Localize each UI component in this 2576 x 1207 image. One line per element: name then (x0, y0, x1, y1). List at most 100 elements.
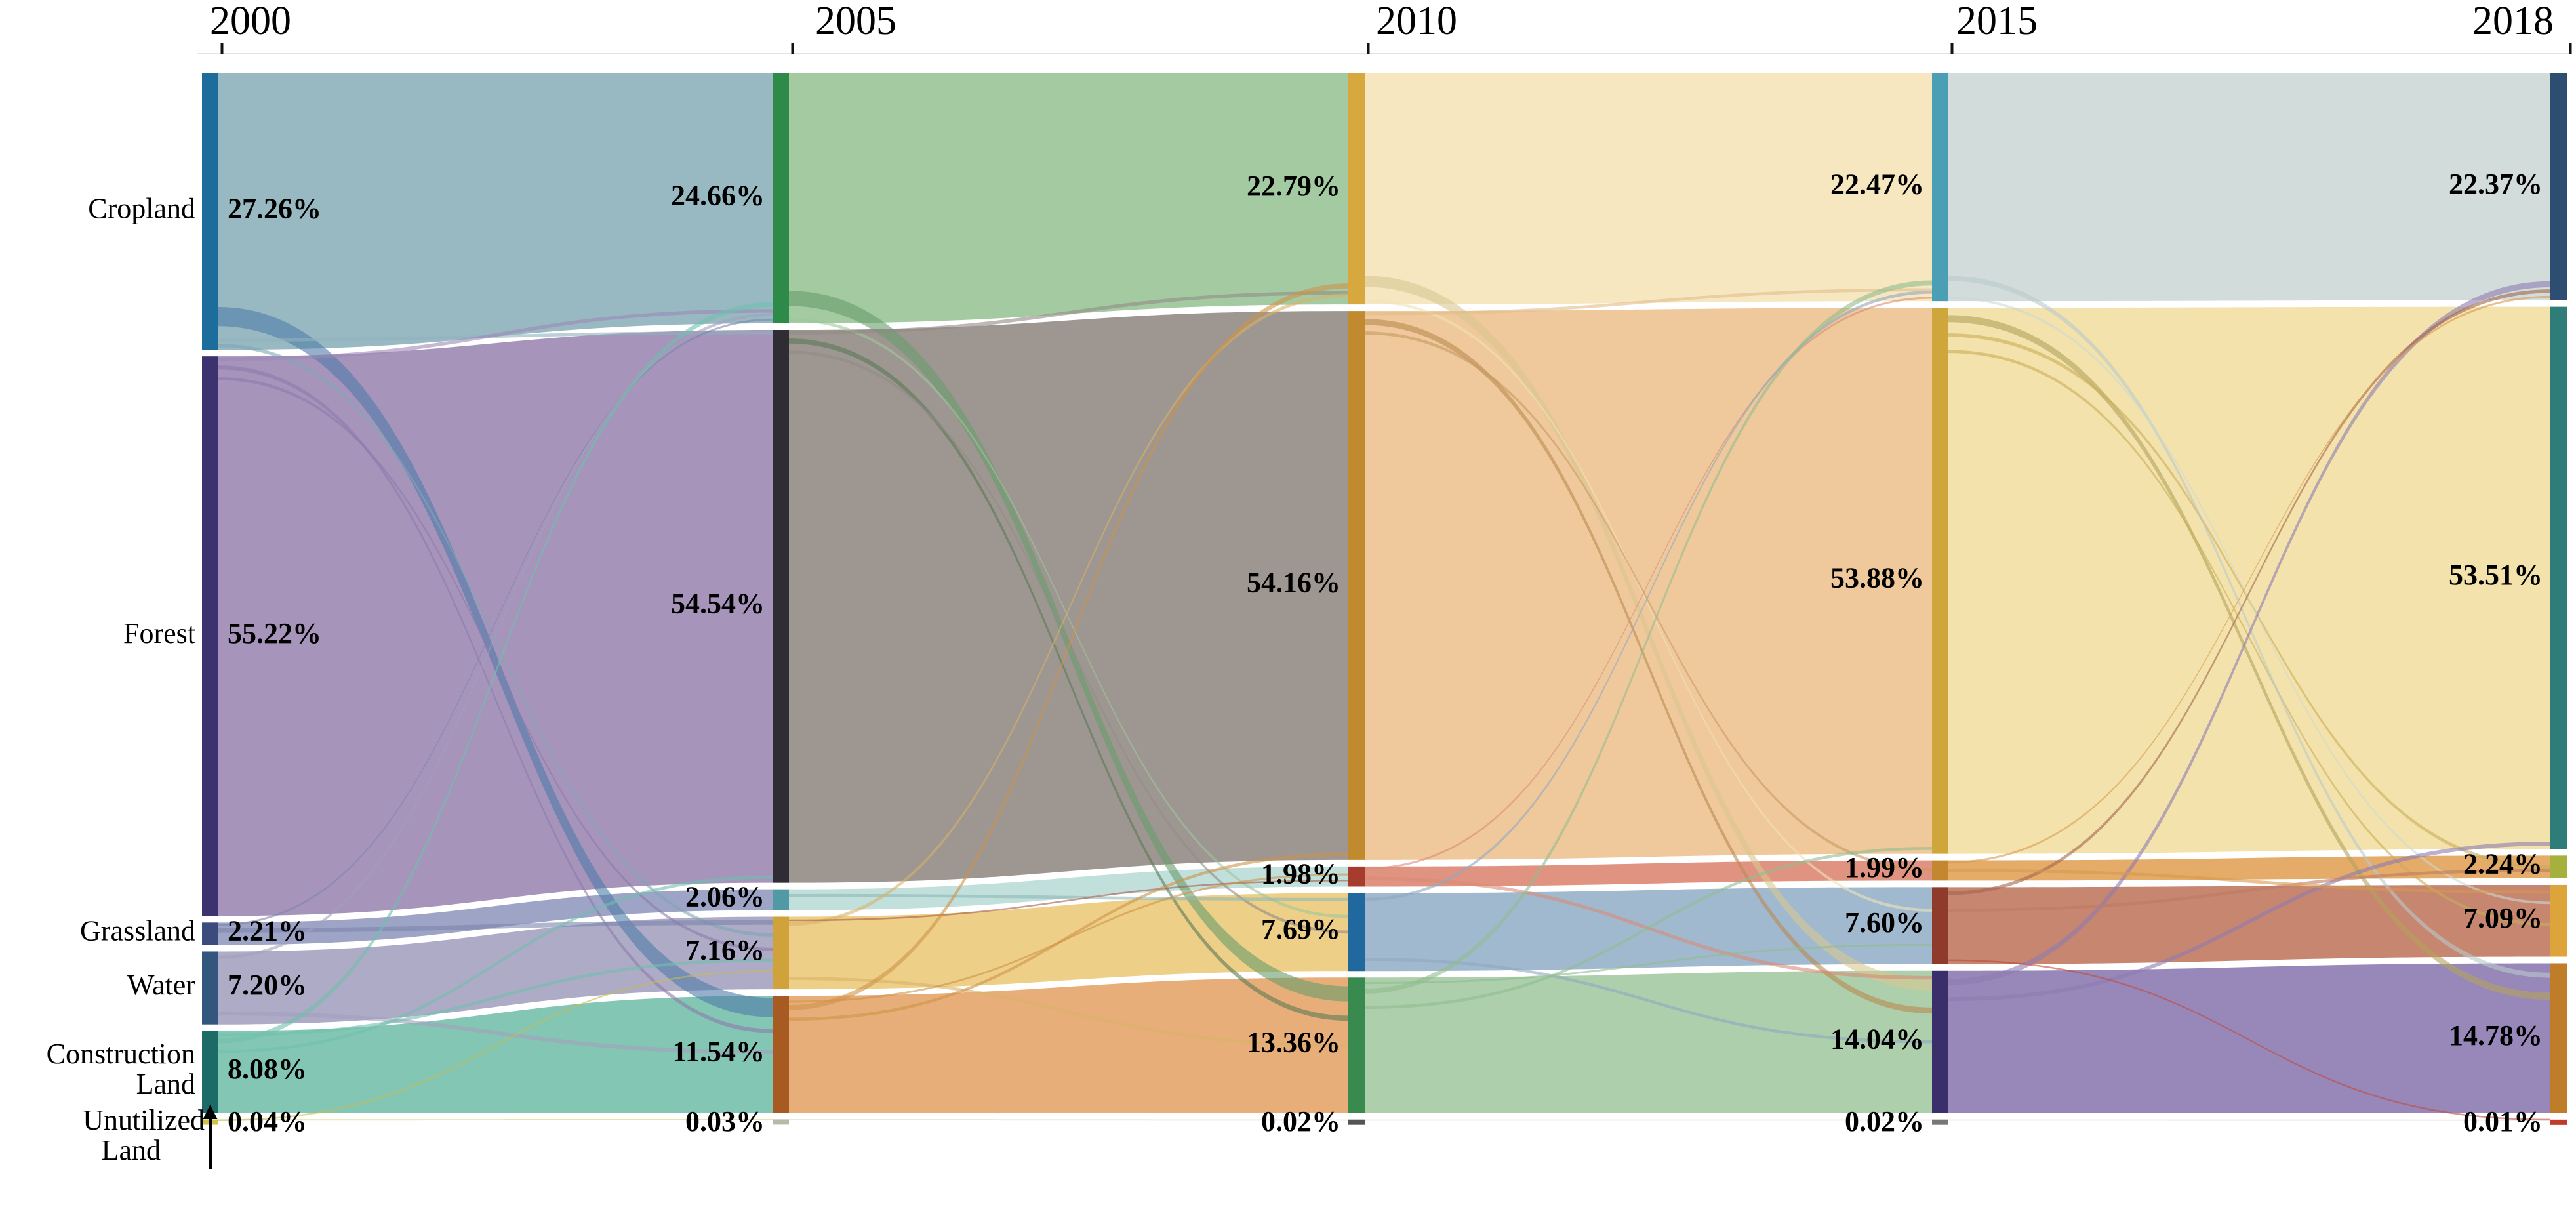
cross-flow-forest-to-water (218, 377, 773, 951)
category-label-water: Water (127, 969, 195, 1001)
cross-flow-forest-to-construction-land (1365, 319, 1932, 1014)
cross-flow-water-to-cropland (218, 313, 773, 959)
node-2005-cropland (773, 73, 789, 323)
year-label-2000: 2000 (210, 0, 291, 43)
cross-flow-water-to-construction-land (1365, 958, 1932, 1044)
node-2005-forest (773, 329, 789, 883)
flow-2005-2010-unutilized-land (789, 1119, 1348, 1121)
axis-tick-2015 (1950, 43, 1954, 54)
year-label-2010: 2010 (1376, 0, 1457, 43)
value-label-2005-grassland: 2.06% (685, 881, 765, 913)
cross-flow-water-to-grassland (789, 880, 1348, 922)
cross-flow-forest-to-cropland (218, 309, 773, 361)
cross-flow-cropland-to-water (789, 317, 1348, 918)
cross-flow-forest-to-cropland (1365, 288, 1932, 316)
value-label-2010-unutilized-land: 0.02% (1261, 1105, 1340, 1137)
year-label-2018: 2018 (2472, 0, 2554, 43)
axis-tick-2018 (2569, 43, 2572, 54)
cross-flow-construction-land-to-cropland (789, 283, 1348, 1010)
cross-flow-forest-to-grassland (1365, 331, 1932, 871)
node-2018-construction-land (2550, 963, 2567, 1113)
cross-flow-construction-land-to-grassland (789, 873, 1348, 1003)
value-label-2015-grassland: 1.99% (1845, 851, 1924, 884)
value-label-2015-cropland: 22.47% (1830, 169, 1924, 201)
cross-flow-forest-to-construction-land (1948, 315, 2550, 1000)
cross-flow-forest-to-water (1948, 350, 2550, 926)
flow-2015-2018-unutilized-land (1948, 1119, 2550, 1121)
axis-tick-2005 (791, 43, 794, 54)
cross-flow-grassland-to-cropland (218, 318, 773, 926)
flow-2000-2005-construction-land (218, 996, 773, 1113)
value-label-2000-water: 7.20% (228, 969, 307, 1001)
value-label-2015-water: 7.60% (1845, 907, 1924, 939)
flow-2005-2010-forest (789, 311, 1348, 883)
node-2000-water (202, 951, 218, 1025)
cross-flow-grassland-to-cropland (1948, 295, 2550, 864)
value-label-2010-forest: 54.16% (1247, 567, 1340, 599)
unutilized-arrow-head (203, 1105, 218, 1119)
value-label-2018-unutilized-land: 0.01% (2463, 1105, 2543, 1137)
cross-flow-construction-land-to-water (218, 958, 773, 1037)
node-2015-forest (1932, 308, 1948, 854)
value-label-2018-construction-land: 14.78% (2449, 1019, 2543, 1052)
flow-2000-2005-unutilized-land (218, 1119, 773, 1121)
node-2018-cropland (2550, 73, 2567, 300)
value-label-2010-cropland: 22.79% (1247, 170, 1340, 202)
node-2005-water (773, 916, 789, 990)
flow-2005-2010-construction-land (789, 977, 1348, 1113)
cross-flow-water-to-cropland (1948, 289, 2550, 895)
category-label-unutilized-line1: Unutilized (83, 1104, 205, 1136)
cross-flow-cropland-to-construction-land (1365, 276, 1932, 991)
cross-flow-cropland-to-water (218, 344, 773, 937)
node-2015-cropland (1932, 73, 1948, 302)
cross-flow-unutilized-land-to-water (218, 970, 773, 1122)
flow-2005-2010-cropland (789, 73, 1348, 323)
cross-flow-cropland-to-construction-land (218, 306, 773, 1017)
value-label-2018-forest: 53.51% (2449, 559, 2543, 591)
value-label-2018-water: 7.09% (2463, 902, 2543, 934)
value-label-2005-construction-land: 11.54% (672, 1035, 765, 1067)
category-label-forest: Forest (123, 617, 195, 649)
value-label-2000-forest: 55.22% (228, 617, 321, 649)
flow-2010-2015-construction-land (1365, 970, 1932, 1113)
value-label-2010-water: 7.69% (1261, 913, 1340, 945)
cross-flow-grassland-to-water (1948, 869, 2550, 894)
node-2015-grassland (1932, 860, 1948, 881)
value-label-2000-cropland: 27.26% (228, 193, 321, 225)
node-2005-construction-land (773, 996, 789, 1113)
value-label-2000-unutilized-land: 0.04% (228, 1105, 307, 1137)
value-label-2010-grassland: 1.98% (1261, 857, 1340, 890)
cross-flow-cropland-to-water (1948, 297, 2550, 905)
cross-flow-construction-land-to-forest (1948, 841, 2550, 1002)
axis-tick-2010 (1367, 43, 1370, 54)
node-2015-unutilized-land (1932, 1119, 1948, 1125)
cross-flow-construction-land-to-cropland (218, 302, 773, 1044)
node-2000-construction-land (202, 1031, 218, 1113)
cross-flow-construction-land-to-forest (1365, 846, 1932, 1010)
value-label-2000-construction-land: 8.08% (228, 1053, 307, 1085)
flow-2005-2010-grassland (789, 866, 1348, 910)
cross-flow-water-to-cropland (789, 293, 1348, 926)
category-label-construction-land-line2: Land (136, 1068, 195, 1100)
node-2005-unutilized-land (773, 1119, 789, 1125)
cross-flow-forest-to-construction-land (218, 365, 773, 1033)
cross-flow-grassland-to-water (218, 920, 773, 933)
value-label-2010-construction-land: 13.36% (1247, 1027, 1340, 1059)
value-label-2015-forest: 53.88% (1830, 562, 1924, 594)
node-2018-forest (2550, 306, 2567, 849)
node-2010-construction-land (1348, 977, 1365, 1113)
cross-flow-forest-to-water (789, 350, 1348, 934)
category-label-cropland: Cropland (88, 193, 195, 225)
cross-flow-forest-to-cropland (789, 291, 1348, 335)
node-2000-forest (202, 356, 218, 916)
value-label-2005-water: 7.16% (685, 934, 765, 966)
flow-2015-2018-construction-land (1948, 963, 2550, 1113)
node-2010-unutilized-land (1348, 1119, 1365, 1125)
cross-flow-water-to-unutilized-land (1948, 959, 2550, 1121)
cross-flow-cropland-to-construction-land (1948, 276, 2550, 978)
node-2010-water (1348, 893, 1365, 972)
node-2010-cropland (1348, 73, 1365, 305)
flow-2015-2018-cropland (1948, 73, 2550, 302)
